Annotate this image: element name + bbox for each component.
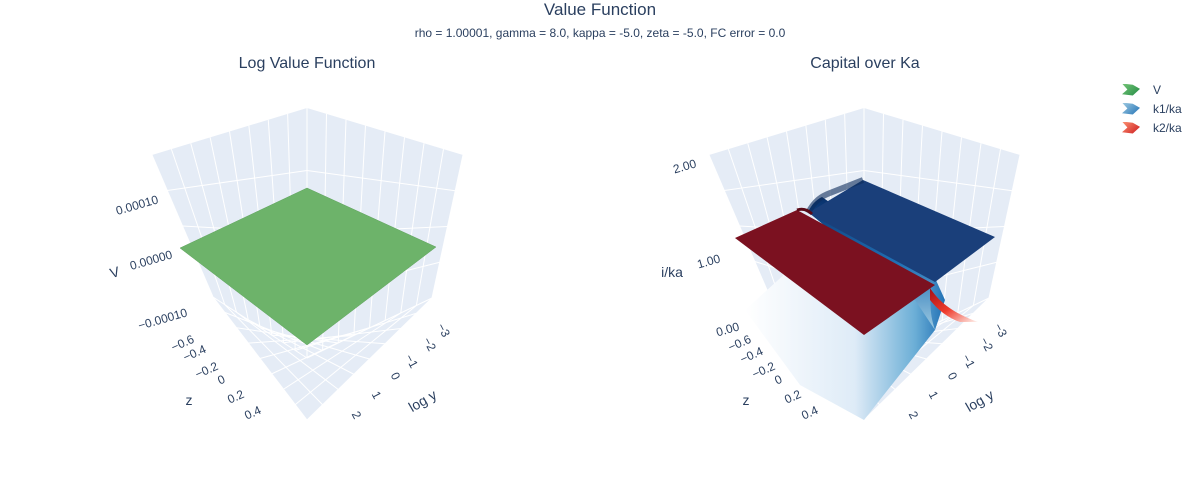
scene2-xtick-2: −1 xyxy=(959,352,978,371)
scene1-xtick-0: −3 xyxy=(434,321,453,340)
legend: V k1/ka k2/ka xyxy=(1122,80,1182,137)
gridline xyxy=(167,170,308,191)
scene2-xtick-5: 2 xyxy=(906,409,922,422)
legend-label-v: V xyxy=(1153,82,1162,97)
scene-capital-over-ka[interactable]: 0.00 1.00 2.00 i/ka −0.6 −0.4 −0.2 0 0.2… xyxy=(661,108,1021,423)
gridline xyxy=(724,170,865,191)
scene1-xtick-3: 0 xyxy=(388,370,404,383)
scene1-ztick-0: −0.00010 xyxy=(137,305,190,332)
gridline xyxy=(295,312,417,351)
scene2-ztick-1: 1.00 xyxy=(696,251,723,271)
scene1-ztick-1: 0.00000 xyxy=(128,247,174,273)
figure-subtitle: rho = 1.00001, gamma = 8.0, kappa = -5.0… xyxy=(414,26,786,40)
legend-item-k1[interactable]: k1/ka xyxy=(1122,99,1182,118)
legend-swatch-k2 xyxy=(1122,121,1140,134)
legend-label-k2: k2/ka xyxy=(1153,120,1182,135)
legend-label-k1: k1/ka xyxy=(1153,101,1182,116)
scene2-ztick-2: 2.00 xyxy=(672,156,699,176)
scene1-xtick-4: 1 xyxy=(369,389,385,402)
k2-surface-high[interactable] xyxy=(735,210,935,335)
gridline xyxy=(294,305,417,406)
scene2-xtick-0: −3 xyxy=(991,321,1010,340)
scene1-ytick-3: 0 xyxy=(215,372,227,388)
scene2-xtick-4: 1 xyxy=(926,389,942,402)
value-surface[interactable] xyxy=(179,187,437,346)
scene2-ytick-5: 0.4 xyxy=(799,403,820,423)
scene2-ylabel: z xyxy=(743,392,750,408)
gridline xyxy=(283,312,402,390)
scene-log-value-function[interactable]: −0.00010 0.00000 0.00010 V −0.6 −0.4 −0.… xyxy=(108,108,464,423)
gridline xyxy=(306,170,456,192)
scene1-xtick-1: −2 xyxy=(420,335,439,354)
subplot-title-value: Log Value Function xyxy=(238,55,376,72)
scene1-xtick-5: 2 xyxy=(349,409,365,422)
scene2-ytick-3: 0 xyxy=(772,372,784,388)
scene1-ytick-4: 0.2 xyxy=(225,387,246,407)
legend-swatch-v xyxy=(1122,83,1140,96)
legend-item-v[interactable]: V xyxy=(1122,80,1182,99)
gridline xyxy=(306,297,433,359)
scene1-zlabel: V xyxy=(108,263,122,281)
gridline xyxy=(271,334,386,345)
scene1-ztick-2: 0.00010 xyxy=(114,192,160,218)
scene2-zlabel: i/ka xyxy=(661,264,683,280)
scene1-xlabel: log y xyxy=(406,386,440,415)
legend-swatch-k1 xyxy=(1122,102,1140,115)
scene1-ytick-5: 0.4 xyxy=(242,403,263,423)
scene1-ylabel: z xyxy=(186,392,193,408)
k1-surface-edge xyxy=(805,177,865,215)
legend-item-k2[interactable]: k2/ka xyxy=(1122,118,1182,137)
k2-surface-ridge xyxy=(796,207,814,216)
k2-surface-fall[interactable] xyxy=(930,288,978,322)
k1-surface-high[interactable] xyxy=(808,180,995,282)
figure-title: Value Function xyxy=(543,0,657,19)
scene2-ztick-0: 0.00 xyxy=(715,319,742,339)
gridline xyxy=(863,170,1013,192)
subplot-title-capital: Capital over Ka xyxy=(810,55,920,72)
gridline xyxy=(306,297,433,421)
scene2-ytick-4: 0.2 xyxy=(782,387,803,407)
scene2-xtick-3: 0 xyxy=(945,370,961,383)
scene2-xlabel: log y xyxy=(963,386,997,415)
scene1-xtick-2: −1 xyxy=(402,352,421,371)
scene2-xtick-1: −2 xyxy=(977,335,996,354)
